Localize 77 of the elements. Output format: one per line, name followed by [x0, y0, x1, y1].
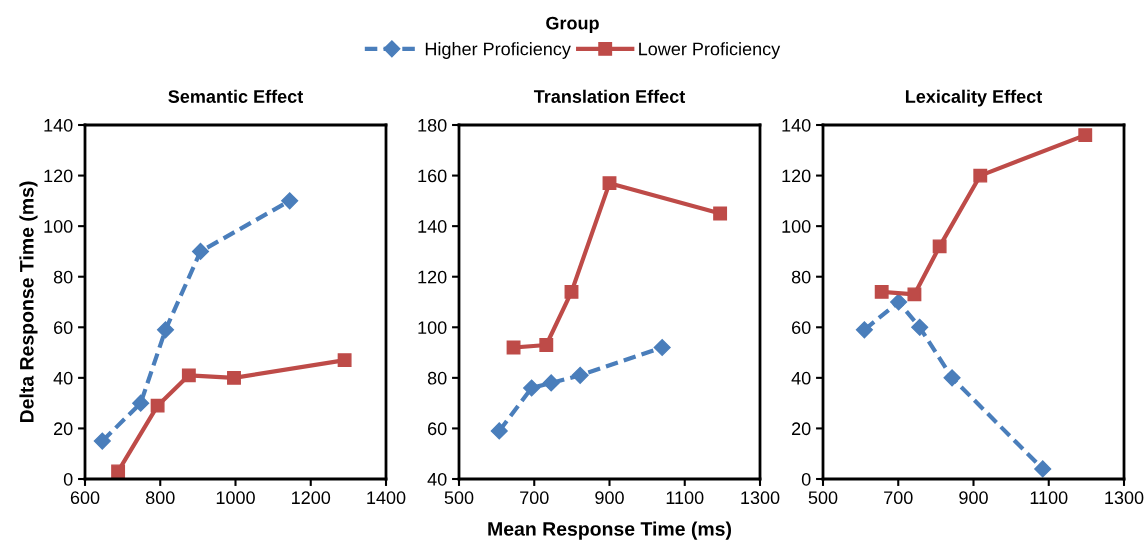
- chart-title: Translation Effect: [533, 89, 686, 103]
- point: [1034, 460, 1052, 478]
- point: [490, 422, 508, 440]
- legend-label: Lower Proficiency: [639, 42, 781, 59]
- point: [1078, 128, 1093, 143]
- x-tick-label: 700: [884, 491, 913, 505]
- point: [227, 370, 241, 385]
- y-tick-label: 140: [418, 220, 447, 233]
- x-tick-label: 800: [145, 491, 175, 505]
- point: [181, 368, 196, 383]
- point: [523, 379, 541, 397]
- point: [156, 321, 175, 339]
- chart-title: Lexicality Effect: [905, 89, 1043, 107]
- y-tick-label: 140: [44, 118, 73, 132]
- y-tick-label: 80: [791, 270, 811, 284]
- y-tick-label: 0: [801, 472, 811, 486]
- x-tick-label: 1100: [1030, 491, 1068, 505]
- point: [713, 206, 728, 221]
- point: [653, 338, 671, 357]
- legend-label: Higher Proficiency: [425, 42, 571, 59]
- point: [337, 353, 352, 368]
- point: [890, 293, 908, 311]
- y-tick-label: 120: [782, 169, 811, 183]
- y-tick-label: 180: [418, 118, 447, 132]
- x-tick-label: 1400: [367, 491, 406, 505]
- x-tick-label: 900: [595, 491, 624, 505]
- y-tick-label: 20: [792, 422, 811, 436]
- point: [542, 374, 560, 392]
- point: [907, 287, 922, 302]
- x-tick-label: 700: [520, 491, 549, 505]
- x-tick-label: 1300: [1105, 491, 1144, 505]
- y-tick-label: 100: [44, 220, 73, 233]
- point: [855, 321, 873, 339]
- y-tick-label: 120: [44, 169, 73, 183]
- y-axis-title: Delta Response Time (ms): [19, 181, 38, 423]
- y-tick-label: 40: [791, 371, 811, 385]
- y-tick-label: 160: [418, 169, 447, 183]
- point: [571, 366, 589, 384]
- y-tick-label: 80: [53, 270, 73, 284]
- y-tick-label: 0: [63, 472, 73, 486]
- y-tick-label: 80: [427, 371, 447, 385]
- y-tick-label: 140: [782, 118, 811, 132]
- point: [874, 284, 889, 299]
- chart-title: Semantic Effect: [168, 89, 304, 103]
- point: [932, 239, 947, 254]
- x-tick-label: 1200: [292, 491, 331, 505]
- point: [602, 176, 617, 191]
- point: [111, 464, 126, 479]
- point: [191, 242, 210, 260]
- y-tick-label: 100: [782, 220, 811, 233]
- point: [911, 318, 929, 336]
- x-tick-label: 1300: [741, 491, 780, 505]
- point: [506, 340, 521, 355]
- y-tick-label: 40: [53, 371, 73, 385]
- legend-title: Group: [546, 16, 599, 34]
- point: [564, 284, 579, 299]
- x-tick-label: 900: [959, 491, 988, 505]
- y-tick-label: 60: [54, 321, 73, 335]
- point: [973, 168, 988, 183]
- y-tick-label: 100: [418, 321, 447, 335]
- point: [93, 432, 111, 450]
- point: [539, 338, 554, 352]
- point: [281, 192, 299, 210]
- x-tick-label: 1100: [666, 491, 704, 505]
- y-tick-label: 60: [428, 422, 447, 436]
- y-tick-label: 40: [427, 472, 447, 486]
- x-tick-label: 600: [70, 491, 100, 505]
- point: [150, 398, 165, 413]
- x-tick-label: 500: [808, 491, 838, 505]
- x-tick-label: 1000: [216, 491, 255, 505]
- x-axis-title: Mean Response Time (ms): [488, 521, 732, 540]
- y-tick-label: 120: [418, 270, 447, 284]
- y-tick-label: 60: [792, 321, 811, 335]
- x-tick-label: 500: [444, 491, 474, 505]
- point: [132, 394, 150, 412]
- point: [943, 369, 961, 387]
- y-tick-label: 20: [54, 422, 73, 436]
